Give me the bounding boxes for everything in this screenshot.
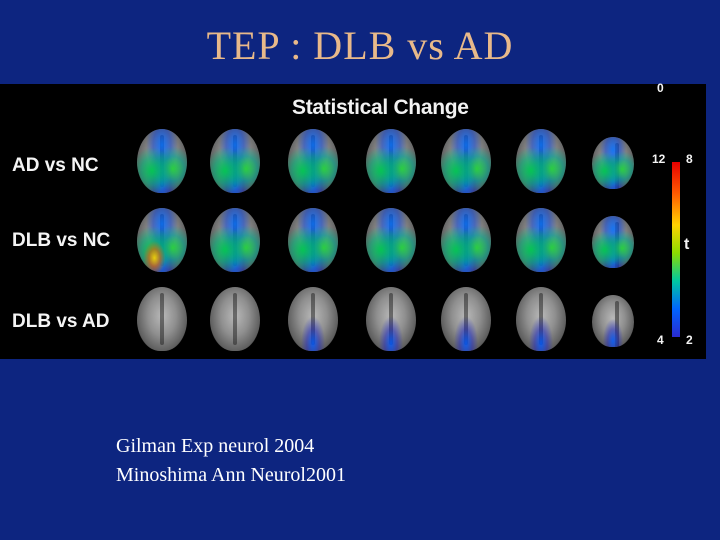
activation-overlay	[592, 295, 634, 347]
brain-slice	[441, 129, 491, 193]
activation-overlay	[137, 129, 187, 193]
row-label-dlb-vs-nc: DLB vs NC	[12, 230, 111, 251]
scale-label-t: t	[684, 236, 690, 253]
scale-right-top: 8	[686, 152, 693, 166]
brain-slice	[288, 287, 338, 351]
activation-overlay	[366, 287, 416, 351]
brain-slice	[592, 137, 634, 189]
brain-slice	[441, 208, 491, 272]
slide-title: TEP : DLB vs AD	[206, 23, 514, 68]
brain-slice	[366, 129, 416, 193]
brain-slice	[210, 129, 260, 193]
brain-slice	[516, 287, 566, 351]
brain-slice	[592, 295, 634, 347]
brain-slice	[288, 208, 338, 272]
activation-overlay	[366, 129, 416, 193]
activation-overlay	[441, 208, 491, 272]
figure-heading: Statistical Change	[292, 96, 469, 119]
activation-overlay	[137, 208, 187, 272]
activation-overlay	[288, 208, 338, 272]
activation-overlay	[210, 287, 260, 351]
activation-overlay	[516, 129, 566, 193]
activation-overlay	[210, 208, 260, 272]
activation-overlay	[137, 287, 187, 351]
brain-slice	[210, 287, 260, 351]
scale-right-bottom: 2	[686, 333, 693, 347]
brain-slice	[137, 129, 187, 193]
pet-figure: Statistical Change AD vs NC DLB vs NC DL…	[0, 81, 706, 359]
activation-overlay	[288, 129, 338, 193]
scale-right-top-cut: 0	[657, 81, 664, 95]
brain-slice	[137, 208, 187, 272]
brain-slice	[592, 216, 634, 268]
t-colorbar	[672, 162, 680, 337]
brain-slice	[516, 208, 566, 272]
reference-minoshima: Minoshima Ann Neurol2001	[116, 464, 346, 486]
activation-overlay	[441, 129, 491, 193]
scale-left-bottom: 4	[657, 333, 664, 347]
reference-gilman: Gilman Exp neurol 2004	[116, 435, 315, 457]
activation-overlay	[366, 208, 416, 272]
brain-slice	[516, 129, 566, 193]
brain-slice	[288, 129, 338, 193]
brain-slice	[441, 287, 491, 351]
row-label-dlb-vs-ad: DLB vs AD	[12, 311, 110, 332]
activation-overlay	[210, 129, 260, 193]
scale-left-top: 12	[652, 152, 666, 166]
activation-overlay	[288, 287, 338, 351]
brain-slice	[366, 208, 416, 272]
brain-slice	[210, 208, 260, 272]
activation-overlay	[516, 287, 566, 351]
activation-overlay	[516, 208, 566, 272]
activation-overlay	[441, 287, 491, 351]
activation-overlay	[592, 137, 634, 189]
brain-slice	[366, 287, 416, 351]
row-label-ad-vs-nc: AD vs NC	[12, 155, 99, 176]
references: Gilman Exp neurol 2004 Minoshima Ann Neu…	[116, 432, 346, 490]
activation-overlay	[592, 216, 634, 268]
brain-slice	[137, 287, 187, 351]
